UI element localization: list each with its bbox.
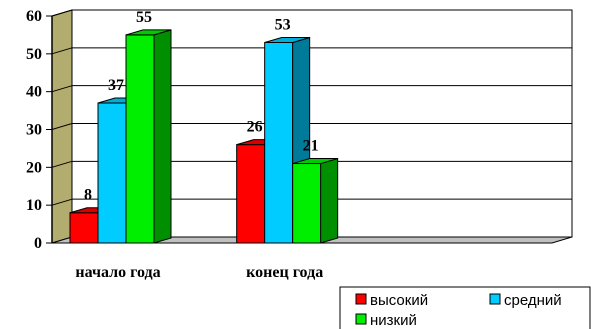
bar-front [125, 34, 155, 244]
bars [69, 29, 339, 244]
bar-top [264, 36, 310, 43]
bar-front [69, 212, 99, 244]
data-labels: 8 37 55 26 53 21 [84, 9, 319, 204]
y-tick-label: 0 [34, 235, 42, 252]
y-tick-label: 30 [26, 122, 42, 139]
bar-side [153, 29, 172, 244]
gridline-side [51, 47, 73, 55]
legend: высокий средний низкий [339, 286, 591, 329]
gridline-side [51, 198, 73, 206]
legend-swatch [355, 313, 367, 325]
y-tick-label: 40 [26, 84, 42, 101]
category-label: начало года [75, 264, 160, 281]
y-axis-ticks: 0 10 20 30 40 50 60 [26, 8, 53, 252]
gridline-side [51, 9, 73, 17]
y-tick-label: 10 [26, 197, 42, 214]
bar [125, 29, 172, 244]
y-tick-label: 60 [26, 8, 42, 25]
bar-front [264, 41, 294, 244]
gridline-side [51, 85, 73, 93]
data-label: 37 [108, 77, 124, 94]
data-label: 53 [275, 16, 291, 33]
y-tick-label: 50 [26, 46, 42, 63]
data-label: 21 [303, 138, 319, 155]
legend-swatch [489, 293, 501, 305]
legend-label: средний [504, 292, 562, 309]
bar-top [125, 29, 172, 36]
y-tick-label: 20 [26, 159, 42, 176]
legend-swatch [355, 293, 367, 305]
legend-box [339, 286, 591, 329]
bar-top [292, 158, 338, 165]
gridline-side [51, 160, 73, 168]
category-label: конец года [246, 264, 323, 281]
bar-side [320, 157, 339, 244]
x-axis-categories: начало года конец года [75, 264, 323, 281]
bar-front [97, 102, 127, 244]
legend-label: низкий [370, 312, 417, 329]
gridline-side [51, 123, 73, 130]
data-label: 8 [84, 187, 92, 204]
data-label: 55 [136, 9, 152, 26]
data-label: 26 [247, 119, 263, 136]
bar [292, 157, 339, 244]
legend-label: высокий [370, 292, 428, 309]
bar-front [236, 144, 266, 244]
bar-front [292, 163, 322, 244]
